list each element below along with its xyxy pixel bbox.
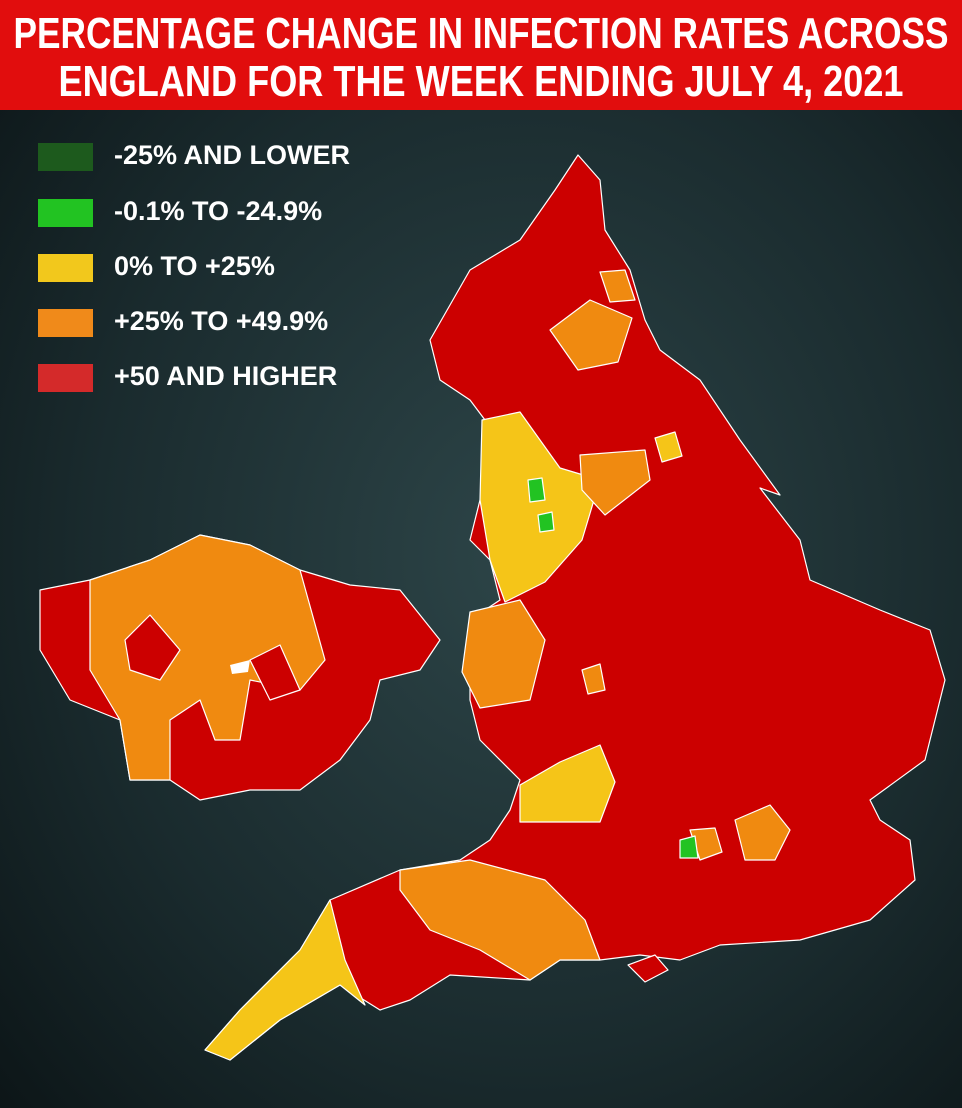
title-line: ENGLAND FOR THE WEEK ENDING JULY 4, 2021 xyxy=(59,57,904,106)
london-inset xyxy=(39,534,441,801)
region-green xyxy=(679,835,699,859)
region-yellow xyxy=(479,411,601,603)
region-yellow xyxy=(204,899,366,1061)
region-orange xyxy=(399,859,601,981)
legend-label: 0% TO +25% xyxy=(114,251,275,281)
thames xyxy=(230,660,250,674)
region-green xyxy=(527,477,546,503)
region-yellow xyxy=(654,431,683,463)
region-green xyxy=(537,511,555,533)
legend-label: -25% AND LOWER xyxy=(114,140,350,170)
isle-of-wight xyxy=(627,954,669,983)
legend-swatch xyxy=(38,309,93,337)
london-region xyxy=(89,534,326,781)
title-bar xyxy=(0,0,962,110)
region-yellow xyxy=(519,744,616,823)
region-orange xyxy=(599,269,636,303)
legend-label: +50 AND HIGHER xyxy=(114,361,337,391)
legend: -25% AND LOWER -0.1% TO -24.9% 0% TO +25% +… xyxy=(38,140,350,392)
legend-swatch xyxy=(38,199,93,227)
london-region xyxy=(249,644,301,701)
region-orange xyxy=(579,449,651,516)
london-region xyxy=(124,614,181,681)
legend-swatch xyxy=(38,254,93,282)
region-orange xyxy=(549,299,633,371)
legend-label: +25% TO +49.9% xyxy=(114,306,328,336)
legend-swatch xyxy=(38,364,93,392)
region-orange xyxy=(461,599,546,709)
region-orange xyxy=(734,804,791,861)
title-line: PERCENTAGE CHANGE IN INFECTION RATES ACR… xyxy=(14,9,949,58)
legend-label: -0.1% TO -24.9% xyxy=(114,196,322,226)
region-orange xyxy=(581,663,606,695)
legend-swatch xyxy=(38,143,93,171)
england-map xyxy=(204,154,946,1061)
